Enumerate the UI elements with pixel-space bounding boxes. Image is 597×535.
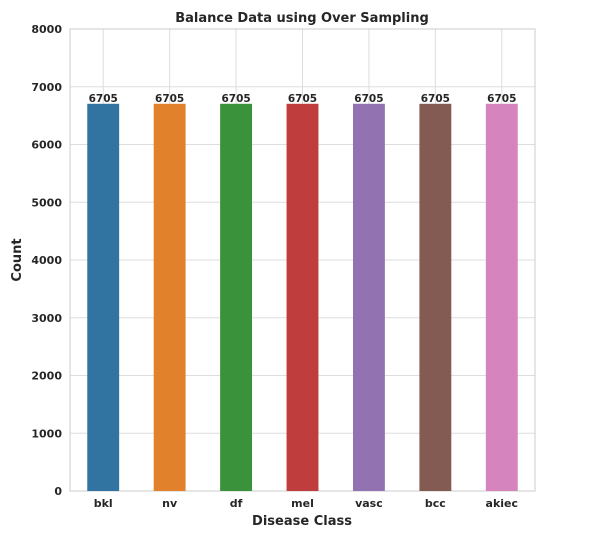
y-tick-label-5: 5000 [31,196,62,209]
bar-df [220,103,253,491]
data-label-bkl: 6705 [89,93,118,105]
x-tick-label-df: df [230,497,243,510]
chart-title: Balance Data using Over Sampling [175,11,429,26]
data-label-bcc: 6705 [421,93,450,105]
bar-nv [153,103,186,491]
y-tick-label-3: 3000 [31,312,62,325]
x-tick-label-bkl: bkl [94,497,113,510]
bars [87,103,518,491]
bar-bkl [87,103,120,491]
y-tick-label-4: 4000 [31,254,62,267]
data-label-mel: 6705 [288,93,317,105]
data-labels: 6705 6705 6705 6705 6705 6705 6705 [89,93,517,105]
y-tick-label-0: 0 [54,485,62,498]
x-tick-label-nv: nv [162,497,178,510]
y-tick-label-8: 8000 [31,23,62,36]
data-label-nv: 6705 [155,93,184,105]
y-tick-label-6: 6000 [31,139,62,152]
x-tick-label-bcc: bcc [425,497,446,510]
data-label-vasc: 6705 [354,93,383,105]
x-axis-label: Disease Class [252,514,352,529]
y-tick-label-7: 7000 [31,81,62,94]
data-label-akiec: 6705 [487,93,516,105]
y-axis-label: Count [10,238,25,281]
bar-bcc [419,103,452,491]
y-tick-label-1: 1000 [31,427,62,440]
y-tick-labels: 0 1000 2000 3000 4000 5000 6000 7000 8000 [31,23,62,498]
x-tick-label-mel: mel [291,497,314,510]
bar-mel [286,103,319,491]
bar-vasc [352,103,385,491]
x-tick-label-vasc: vasc [355,497,383,510]
data-label-df: 6705 [221,93,250,105]
bar-akiec [485,103,518,491]
y-tick-label-2: 2000 [31,370,62,383]
x-tick-label-akiec: akiec [486,497,519,510]
x-tick-labels: bkl nv df mel vasc bcc akiec [94,497,518,510]
